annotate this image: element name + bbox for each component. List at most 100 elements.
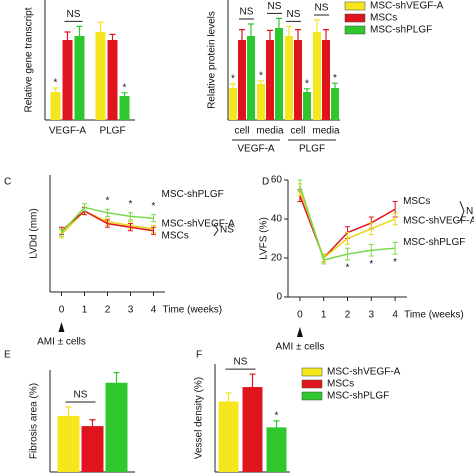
annotation: AMI ± cells xyxy=(275,342,324,353)
annotation: NS xyxy=(287,9,301,20)
x-tick-label: 3 xyxy=(369,310,375,321)
y-axis-label: Relative protein levels xyxy=(207,11,218,109)
bar xyxy=(275,28,283,120)
x-tick-label: 1 xyxy=(82,305,88,316)
bar xyxy=(322,40,330,120)
x-tick-label: 4 xyxy=(151,305,157,316)
bar xyxy=(74,36,85,120)
x-tick-label: 0 xyxy=(59,305,65,316)
x-tick-label: VEGF-A xyxy=(49,126,87,137)
annotation: * xyxy=(275,411,279,422)
panel-label: D xyxy=(262,177,269,188)
legend-swatch xyxy=(301,379,323,389)
panel-label: C xyxy=(4,177,11,188)
x-tick-label: media xyxy=(256,126,284,137)
error-bar xyxy=(65,406,72,416)
legend-label: MSC-shVEGF-A xyxy=(370,1,444,12)
bar xyxy=(57,415,80,472)
error-bar xyxy=(128,212,133,221)
legend-label: MSCs xyxy=(327,379,354,390)
annotation: NS xyxy=(315,3,329,14)
x-tick-label: media xyxy=(312,126,340,137)
series-label: MSC-shPLGF xyxy=(403,237,465,248)
bar xyxy=(238,40,246,120)
legend-label: MSCs xyxy=(370,13,397,24)
y-axis-label: Vessel density (%) xyxy=(194,377,205,459)
legend-swatch xyxy=(301,367,323,377)
annotation: * xyxy=(129,199,133,210)
error-bar xyxy=(368,222,374,236)
bar xyxy=(50,92,61,120)
error-bar xyxy=(97,21,104,32)
annotation: * xyxy=(305,78,309,89)
y-axis-label: LVDd (mm) xyxy=(29,208,40,258)
error-bar xyxy=(286,25,292,36)
bar xyxy=(303,92,311,120)
error-bar xyxy=(248,23,254,36)
bar xyxy=(266,427,287,472)
bar xyxy=(81,426,104,472)
y-axis-label: LVFS (%) xyxy=(259,217,270,260)
legend-swatch xyxy=(344,13,366,23)
annotation: * xyxy=(54,78,58,89)
error-bar xyxy=(392,212,398,226)
annotation: NS xyxy=(234,357,248,368)
annotation: * xyxy=(106,195,110,206)
group-label: VEGF-A xyxy=(237,144,275,155)
x-tick-label: 2 xyxy=(105,305,111,316)
annotation: * xyxy=(259,70,263,81)
annotation: AMI ± cells xyxy=(37,337,86,348)
legend-swatch xyxy=(344,1,366,11)
error-bar xyxy=(64,31,71,40)
error-bar xyxy=(267,29,273,40)
y-tick-label: 40 xyxy=(271,214,283,225)
error-bar xyxy=(345,232,350,245)
error-bar xyxy=(109,33,116,40)
error-bar xyxy=(59,228,64,237)
error-bar xyxy=(128,223,133,232)
x-tick-label: cell xyxy=(234,126,249,137)
bar xyxy=(229,88,237,120)
y-axis-label: Relative gene transcript xyxy=(24,7,35,112)
arrow xyxy=(296,327,303,337)
error-bar xyxy=(121,92,128,96)
bar xyxy=(331,88,339,120)
x-axis-label: Time (weeks) xyxy=(163,305,223,316)
error-bar xyxy=(332,82,338,88)
bar xyxy=(242,387,263,472)
error-bar xyxy=(345,247,350,261)
series-label: MSCs xyxy=(162,230,189,241)
error-bar xyxy=(52,87,59,92)
error-bar xyxy=(368,243,374,257)
legend-label: MSC-shPLGF xyxy=(370,25,432,36)
y-axis-label: Fibrosis area (%) xyxy=(29,383,40,459)
error-bar xyxy=(258,80,264,84)
annotation: * xyxy=(369,259,373,270)
y-tick-label: 60 xyxy=(271,175,283,186)
annotation: * xyxy=(333,73,337,84)
annotation: * xyxy=(123,82,127,93)
ns-bracket xyxy=(213,223,219,237)
error-bar xyxy=(230,83,236,88)
bar xyxy=(313,32,321,120)
error-bar xyxy=(113,371,120,383)
bar xyxy=(107,40,118,120)
group-label: PLGF xyxy=(299,144,325,155)
error-bar xyxy=(321,255,327,265)
y-tick-label: 20 xyxy=(271,253,283,264)
error-bar xyxy=(314,19,320,32)
annotation: * xyxy=(393,257,397,268)
annotation: NS xyxy=(74,390,88,401)
bar xyxy=(95,32,106,120)
error-bar xyxy=(105,219,110,228)
annotation: * xyxy=(346,263,350,274)
bar xyxy=(247,36,255,120)
error-bar xyxy=(249,373,256,388)
error-bar xyxy=(276,17,282,28)
ns-bracket xyxy=(459,201,465,222)
x-tick-label: 3 xyxy=(128,305,134,316)
legend-swatch xyxy=(344,25,366,35)
error-bar xyxy=(76,25,83,36)
series-label: MSCs xyxy=(403,196,430,207)
x-axis-label: Time (weeks) xyxy=(404,310,464,321)
